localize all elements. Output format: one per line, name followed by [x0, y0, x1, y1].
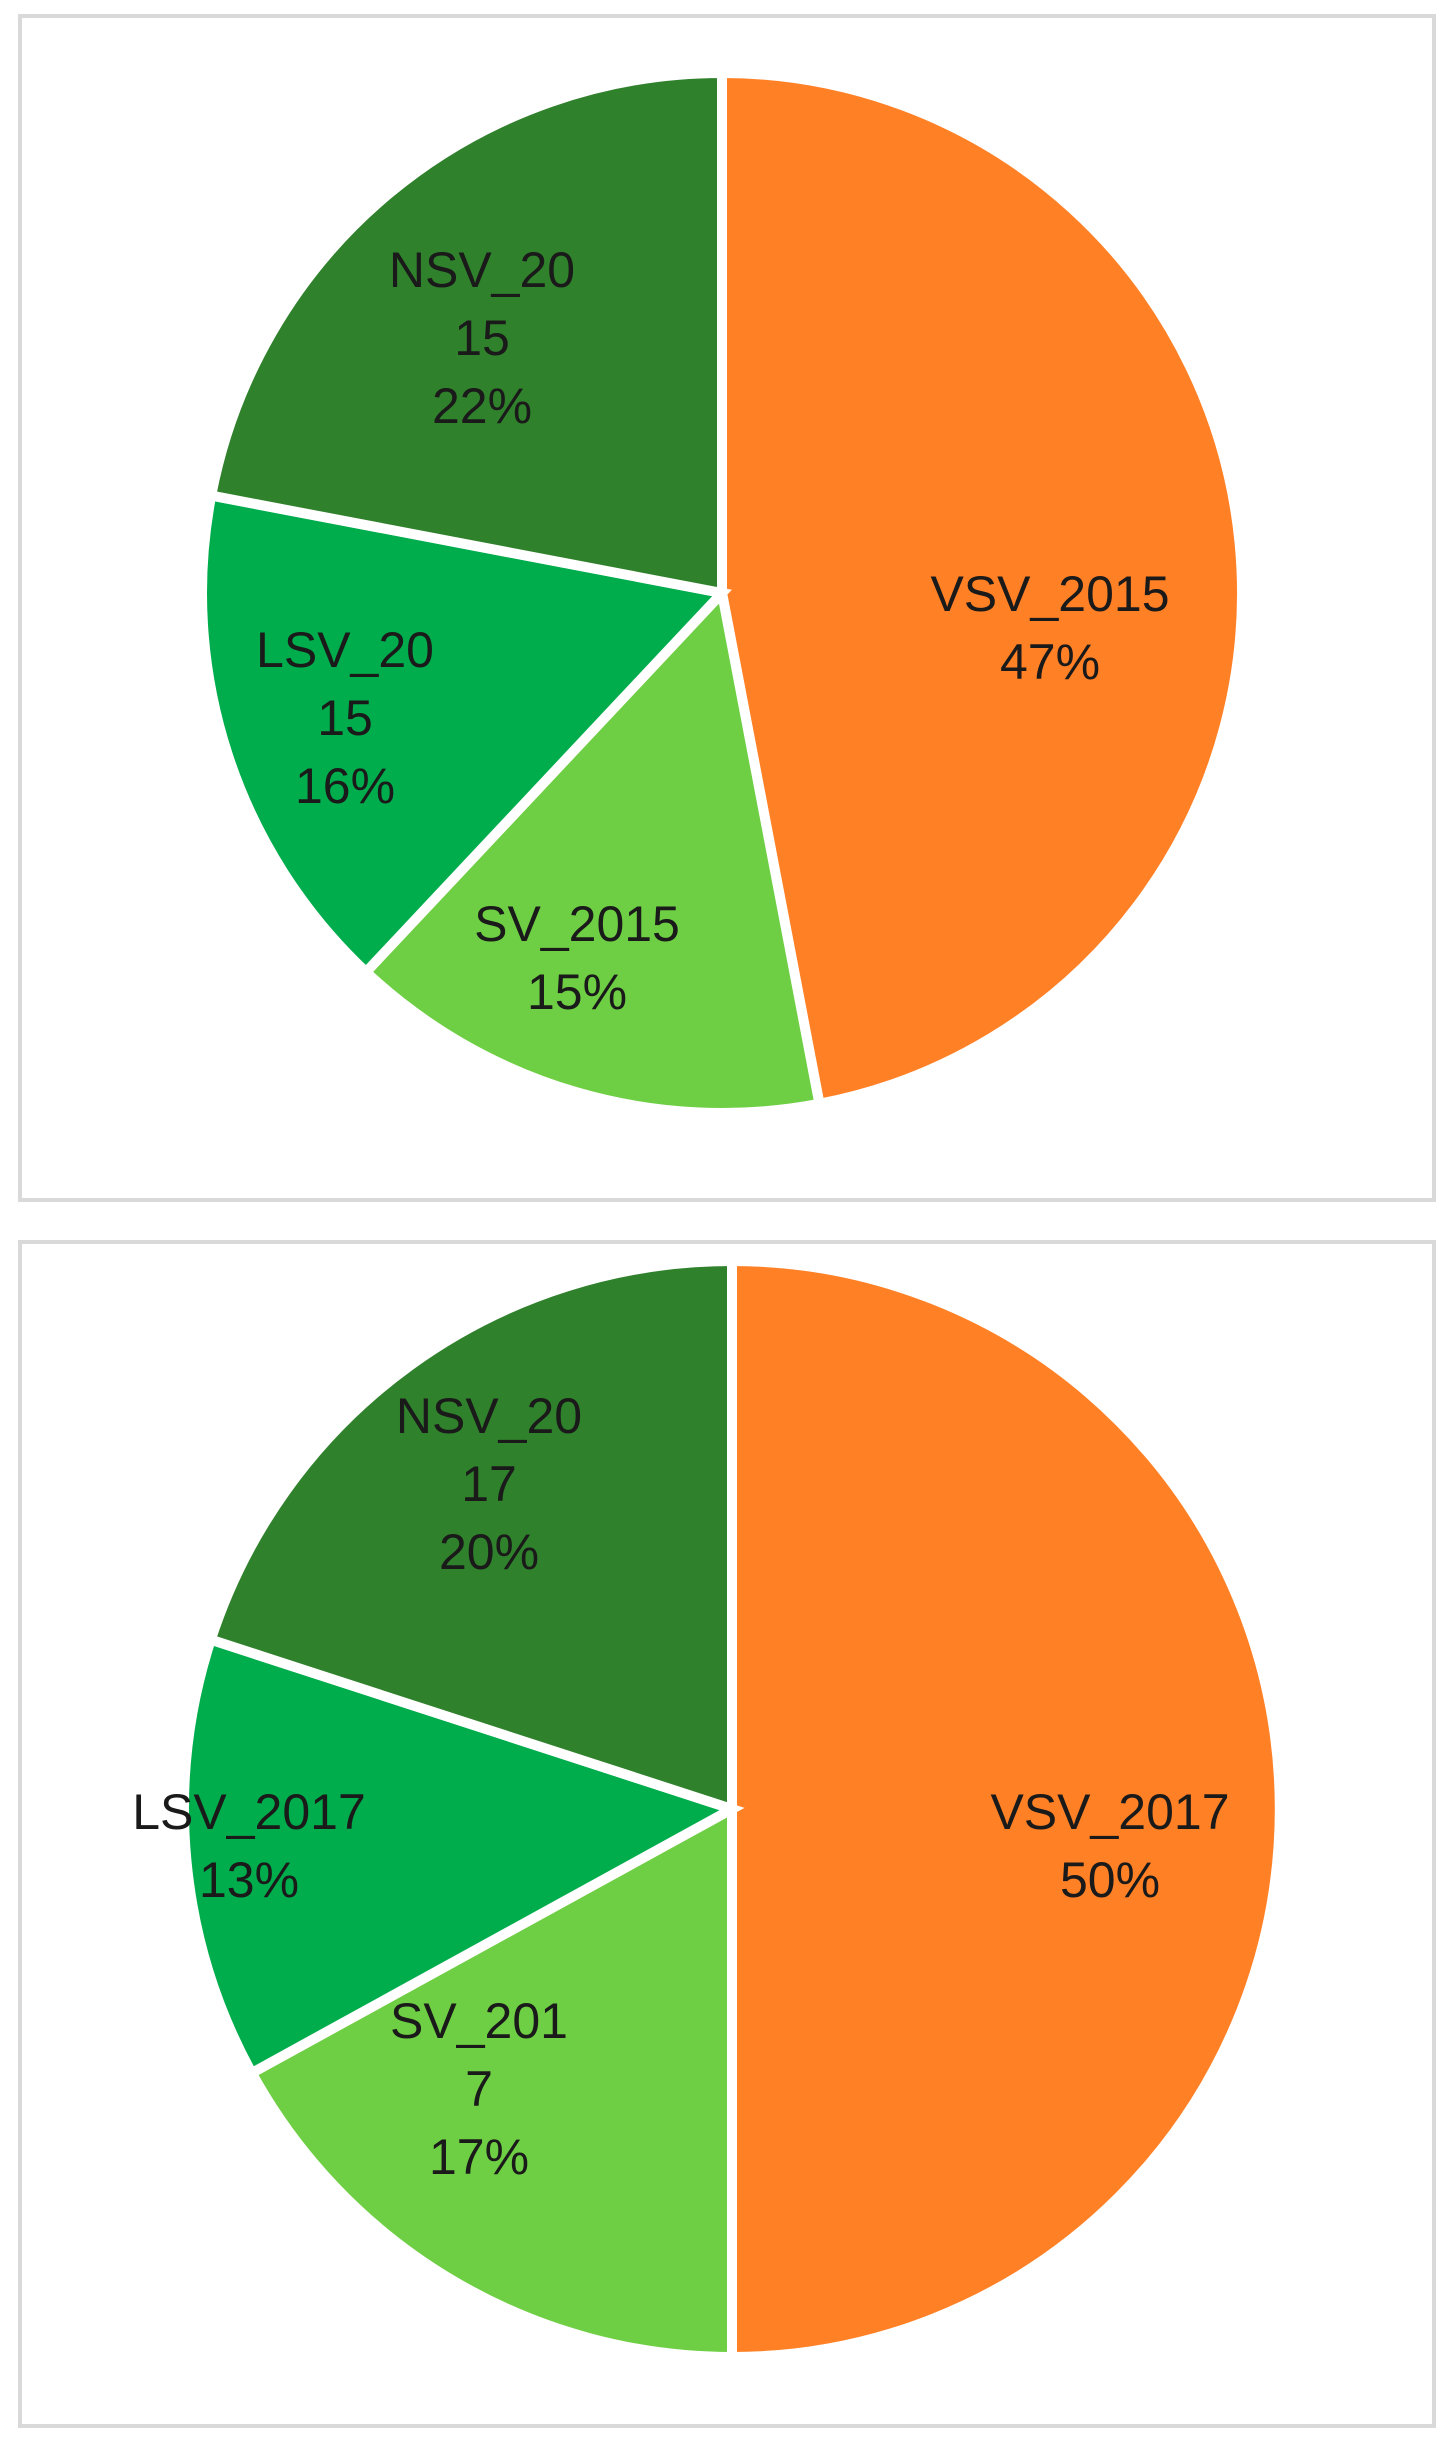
data-label-line: VSV_2015: [930, 566, 1169, 622]
data-label-line: 13%: [199, 1852, 299, 1908]
pie-slice-sv-2015: [358, 582, 826, 1118]
data-label-vsv-2015: VSV_2015 47%: [930, 566, 1169, 690]
data-label-line: 15%: [527, 964, 627, 1020]
data-label-nsv-2015: NSV_20 15 22%: [389, 242, 575, 434]
data-label-sv-2015: SV_2015 15%: [474, 896, 680, 1020]
data-label-line: SV_2015: [474, 896, 680, 952]
data-label-line: SV_201: [390, 1993, 568, 2049]
pie-chart-2015-panel: VSV_2015 47% SV_2015 15% LSV_20 15 16% NSV_20 15…: [18, 14, 1436, 1202]
pie-slice-sv-2017: [244, 1800, 737, 2363]
data-label-lsv-2017: LSV_2017 13%: [132, 1784, 366, 1908]
data-label-sv-2017: SV_201 7 17%: [390, 1993, 568, 2185]
data-label-line: 15: [317, 690, 373, 746]
pie-slice-nsv-2015: [205, 67, 727, 600]
pie-slice-nsv-2017: [204, 1255, 737, 1816]
data-label-line: 17%: [429, 2129, 529, 2185]
data-label-line: 7: [465, 2061, 493, 2117]
data-label-lsv-2015: LSV_20 15 16%: [256, 622, 434, 814]
data-label-line: LSV_20: [256, 622, 434, 678]
data-label-line: 22%: [432, 378, 532, 434]
data-label-line: 15: [454, 310, 510, 366]
pie-slice-vsv-2015: [717, 67, 1248, 1110]
data-label-line: 50%: [1060, 1852, 1160, 1908]
data-label-line: 20%: [439, 1524, 539, 1580]
data-label-line: NSV_20: [389, 242, 575, 298]
pie-chart-2017-panel: VSV_2017 50% SV_201 7 17% LSV_2017 13% NSV_20 17…: [18, 1240, 1436, 2428]
pie-chart-2015: VSV_2015 47% SV_2015 15% LSV_20 15 16% NSV_20 15…: [197, 67, 1248, 1118]
data-label-vsv-2017: VSV_2017 50%: [990, 1784, 1229, 1908]
data-label-line: LSV_2017: [132, 1784, 366, 1840]
pie-slice-lsv-2015: [197, 489, 732, 980]
data-label-line: VSV_2017: [990, 1784, 1229, 1840]
data-label-line: 47%: [1000, 634, 1100, 690]
data-label-nsv-2017: NSV_20 17 20%: [396, 1388, 582, 1580]
data-label-line: 17: [461, 1456, 517, 1512]
pie-chart-2017: VSV_2017 50% SV_201 7 17% LSV_2017 13% NSV_20 17…: [132, 1255, 1285, 2363]
data-label-line: 16%: [295, 758, 395, 814]
pie-slice-lsv-2017: [179, 1633, 745, 2080]
pie-slice-vsv-2017: [727, 1255, 1285, 2363]
data-label-line: NSV_20: [396, 1388, 582, 1444]
